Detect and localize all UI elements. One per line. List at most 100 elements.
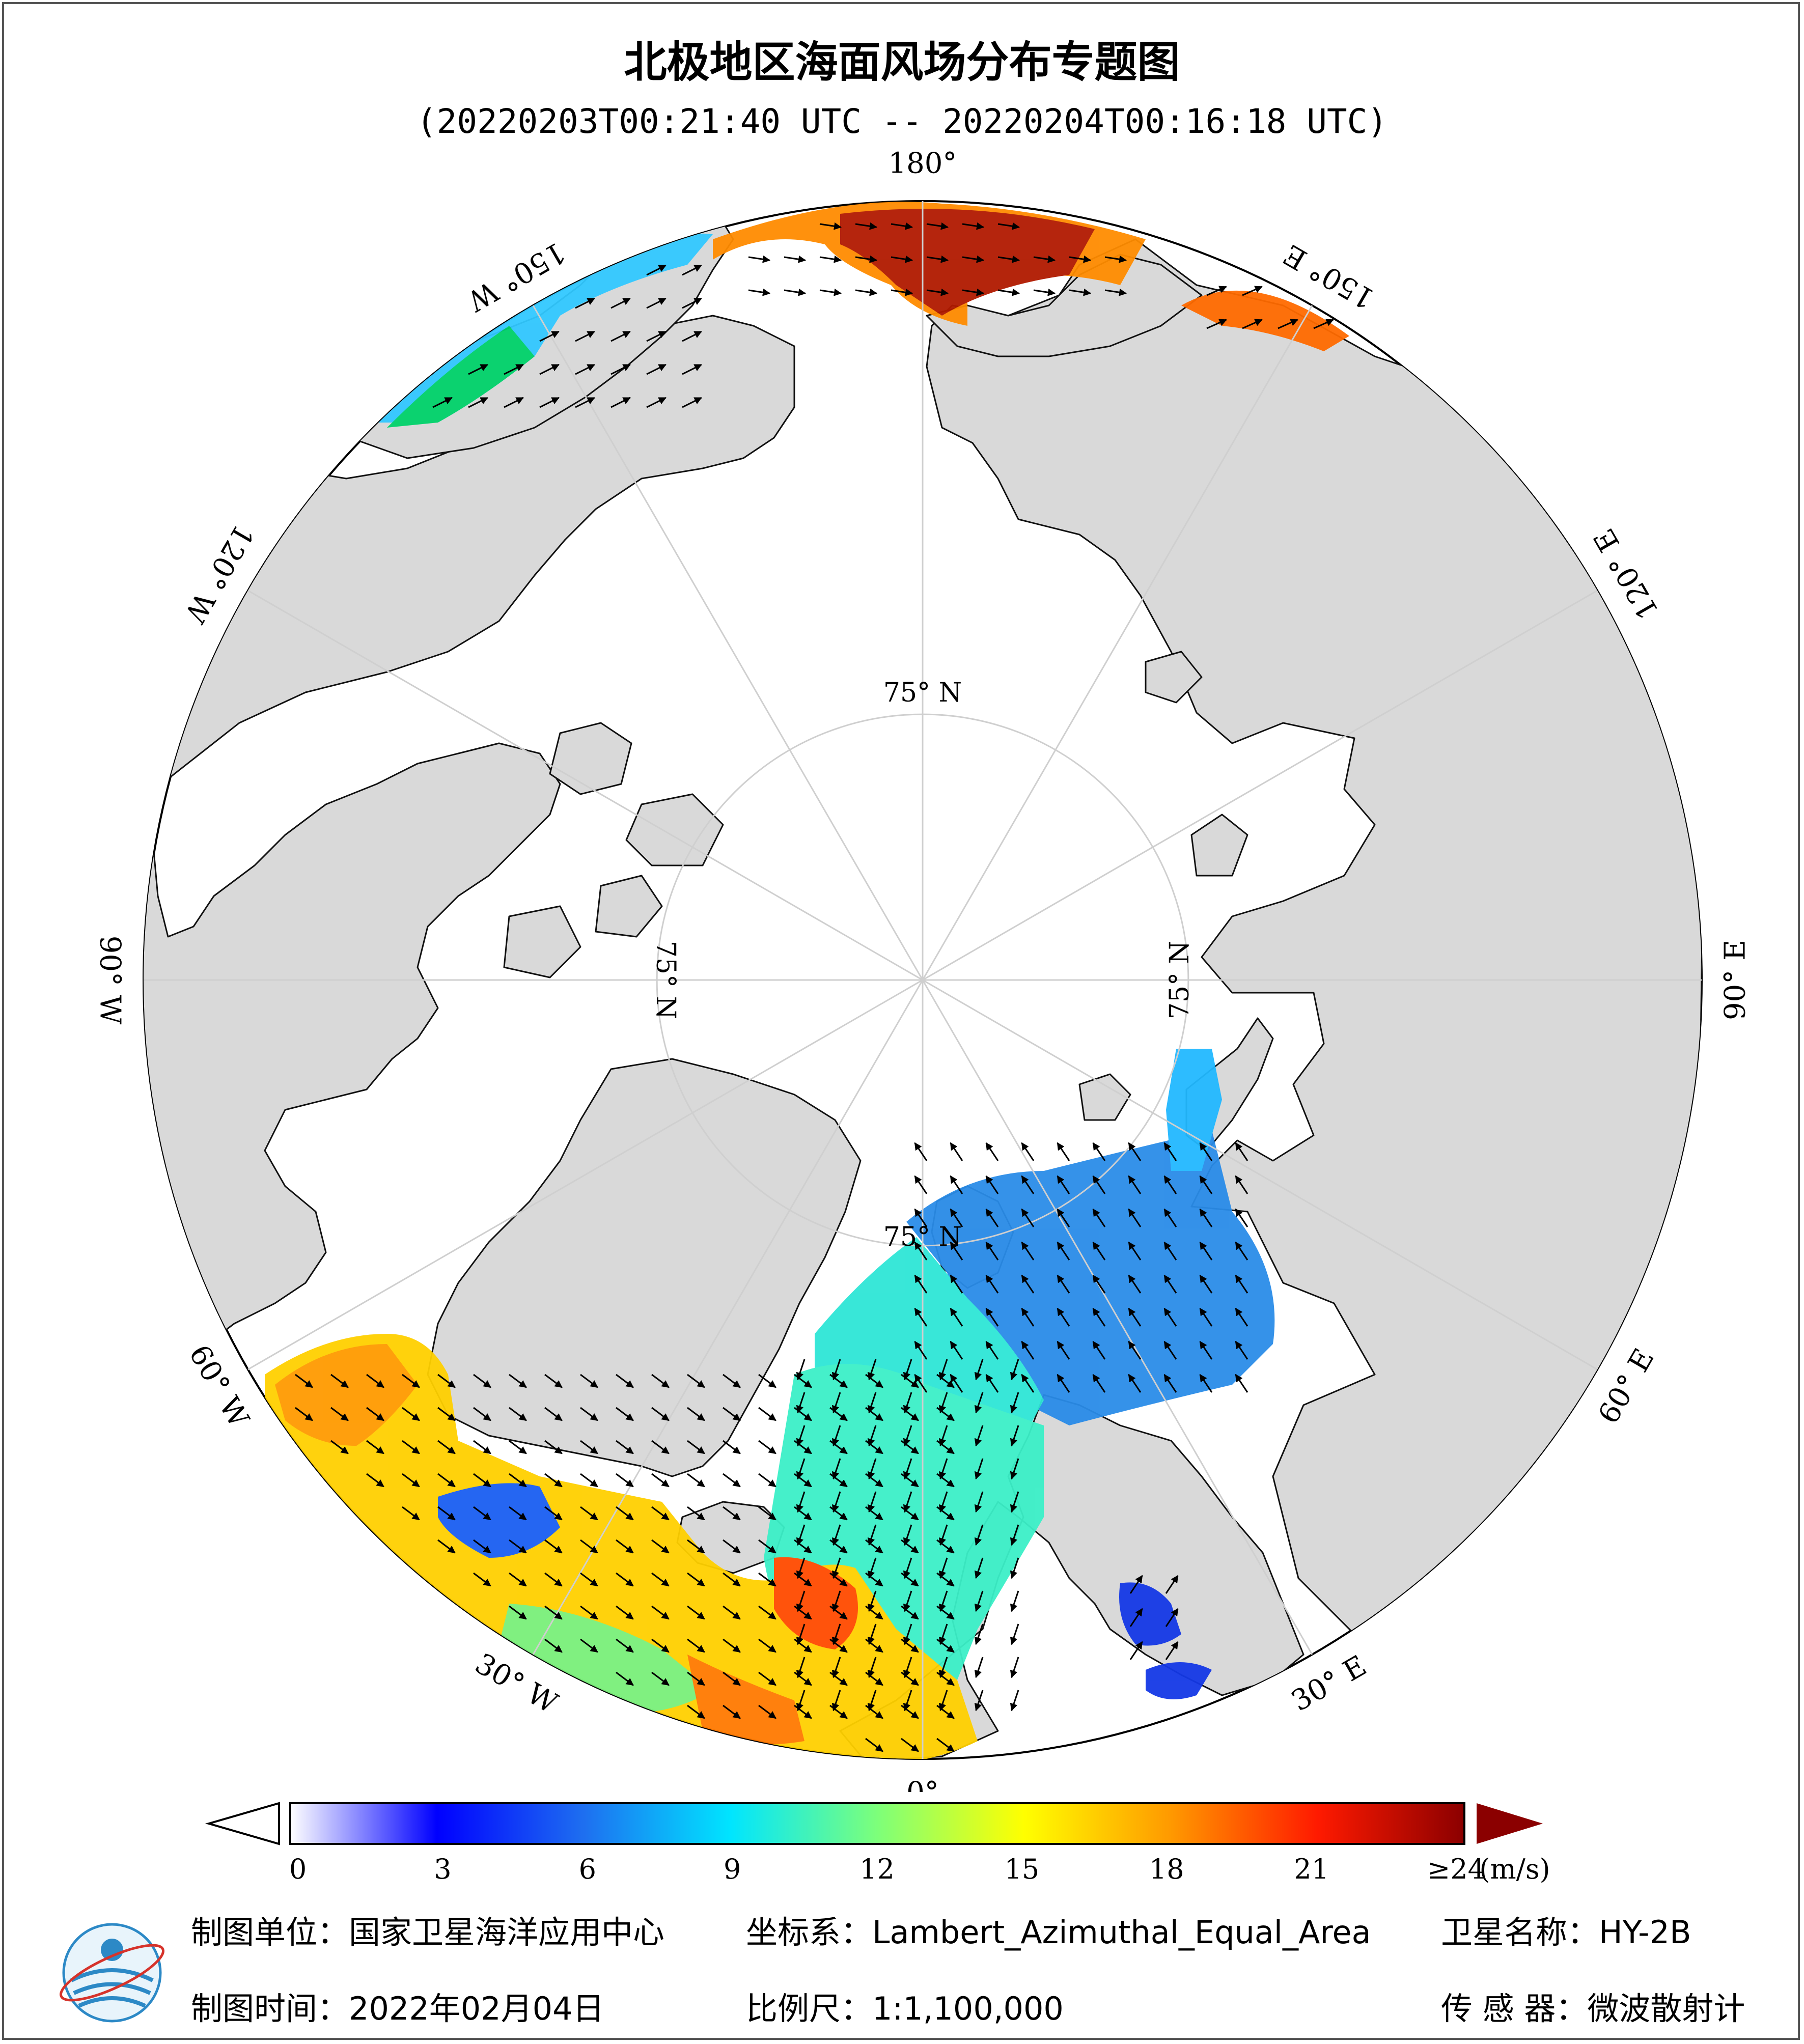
wind-arrow [938,1392,948,1414]
wind-arrow [651,1374,670,1388]
wind-arrow [1092,1241,1106,1261]
wind-arrow [985,1175,999,1194]
wind-arrow [914,1241,928,1261]
graticule [144,201,1702,1759]
wind-arrow [402,1506,420,1521]
wind-arrow [936,1605,955,1620]
meridian-line [247,590,923,981]
wind-arrow [997,255,1020,263]
new-siberian-islands [1145,651,1203,704]
wind-arrow [616,1539,634,1554]
wind-swath-atlantic [265,1334,978,1759]
wind-arrow [1092,1307,1106,1327]
wind-arrow [829,1704,848,1719]
wind-arrow [616,1605,634,1620]
wind-arrow [687,1572,705,1587]
wind-arrow [985,1142,999,1161]
wind-arrow [1092,1208,1106,1227]
wind-arrow [936,1738,955,1752]
wind-arrow [1033,255,1056,263]
wind-arrow [1128,1208,1142,1227]
wind-arrow [473,1473,491,1488]
wind-swath-chukchi-core [840,209,1095,316]
wind-arrow [1092,1175,1106,1194]
wind-arrow [544,1539,563,1554]
wind-arrow [794,1638,812,1653]
wind-arrow [1092,1142,1106,1161]
wind-arrow [682,397,702,408]
wind-arrow [1163,1241,1177,1261]
wind-arrow [1021,1307,1035,1327]
wind-arrow [865,1407,883,1421]
wind-arrow [829,1407,848,1421]
wind-arrow [831,1623,841,1645]
wind-arrow [646,264,667,276]
wind-arrow [903,1690,912,1712]
wind-arrow [1057,1142,1070,1161]
meridian-line [532,305,924,981]
wind-arrow [985,1208,999,1227]
wind-arrow [1129,1608,1143,1627]
wind-arrow [938,1491,948,1513]
wind-arrow [575,330,595,342]
wind-arrow [831,1359,841,1381]
wind-arrow [1033,288,1056,296]
colorbar-tick-label: 9 [723,1853,741,1885]
wind-arrow [1163,1274,1177,1294]
wind-arrow [1235,1208,1248,1227]
wind-arrow [936,1440,955,1454]
wind-arrow [616,1473,634,1488]
wind-arrow [1128,1340,1142,1360]
wind-arrow [794,1407,812,1421]
wind-arrow [796,1491,806,1513]
wind-arrow [914,1175,928,1194]
wind-arrow [723,1539,741,1554]
wind-arrow [819,288,842,296]
wind-arrow [936,1671,955,1686]
meridian-line [922,590,1598,981]
wind-arrow [402,1407,420,1421]
wind-arrow [580,1506,598,1521]
wind-arrow [831,1657,841,1678]
wind-arrow [748,288,771,296]
wind-arrow [865,1473,883,1488]
wind-arrow [796,1392,806,1414]
wind-arrow [829,1506,848,1521]
wind-arrow [504,397,524,408]
wind-arrow [855,255,878,263]
wind-arrow [1057,1340,1070,1360]
wind-arrow [950,1340,963,1360]
wind-arrow [580,1638,598,1653]
wind-arrow [865,1605,883,1620]
wind-arrow [903,1590,912,1612]
wind-arrow [330,1374,349,1388]
wind-arrow [901,1506,919,1521]
wind-arrow [974,1524,984,1546]
arctic-island-2 [625,793,724,866]
wind-arrow [473,1440,491,1454]
wind-arrow [758,1407,776,1421]
longitude-label: 0° [906,1776,939,1793]
wind-arrow [580,1440,598,1454]
wind-arrow [891,255,913,263]
wind-arrow [938,1657,948,1678]
wind-arrow [1129,1641,1143,1660]
wind-arrow [901,1605,919,1620]
wind-arrow [903,1491,912,1513]
wind-arrow [1313,319,1334,329]
colorbar-tick-label: ≥24 [1427,1853,1485,1885]
wind-arrow [723,1473,741,1488]
wind-arrow [901,1374,919,1388]
wind-arrows [295,222,1334,1752]
wind-arrow [1069,288,1092,296]
wind-arrow [687,1671,705,1686]
wind-arrow [819,255,842,263]
wind-arrow [687,1539,705,1554]
wind-arrow [796,1359,806,1381]
wind-arrow [865,1704,883,1719]
wind-arrow [473,1539,491,1554]
wind-arrow [544,1506,563,1521]
wind-arrow [1104,255,1127,263]
